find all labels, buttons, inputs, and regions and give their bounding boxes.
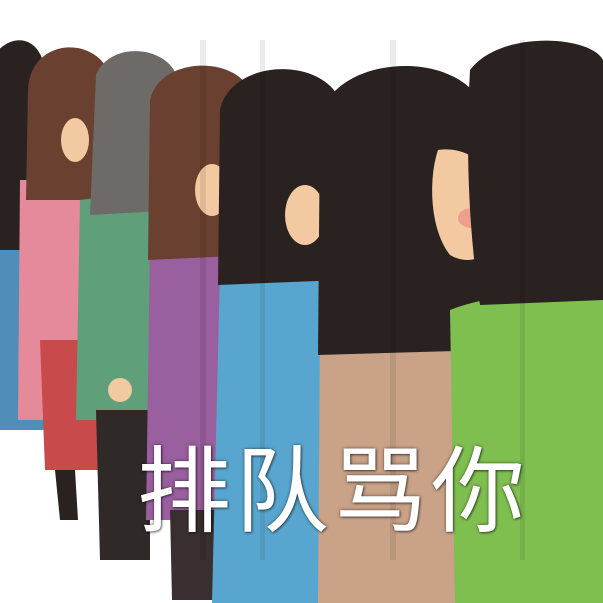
person-7 [450, 40, 603, 603]
person-5-face [285, 185, 325, 245]
person-5-shirt [212, 260, 345, 603]
person-3-hand [108, 378, 132, 402]
person-3-shirt [76, 190, 168, 420]
person-3-pants [96, 410, 150, 560]
person-7-hair [468, 40, 603, 305]
person-6-shirt [318, 320, 480, 603]
person-2-face [61, 118, 89, 162]
person-2-leg [55, 470, 78, 520]
person-6-hair [318, 65, 490, 355]
person-5 [212, 69, 345, 603]
meme-caption: 排队骂你 [136, 438, 529, 547]
jpeg-streaks [200, 40, 525, 560]
person-7-shirt [450, 293, 603, 603]
